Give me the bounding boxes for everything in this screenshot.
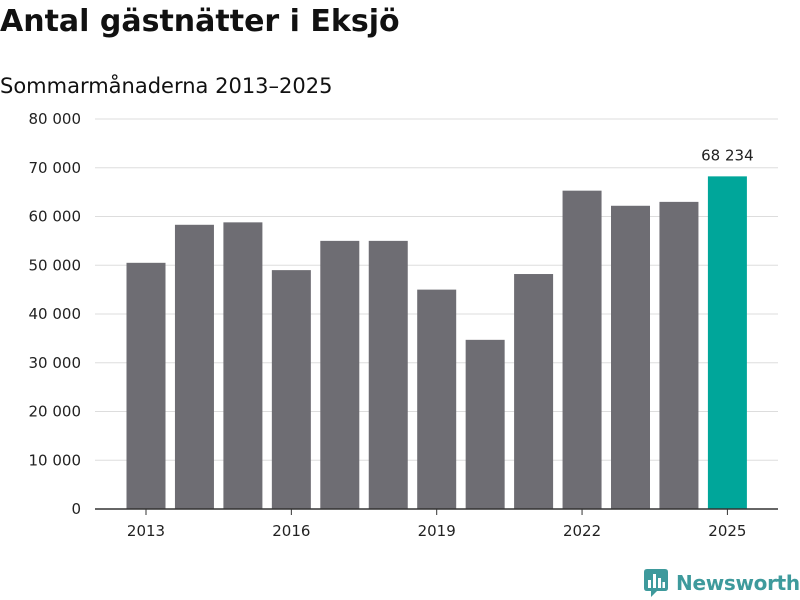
y-tick-label: 70 000 (29, 159, 82, 177)
brand-name: Newsworthy (676, 571, 800, 595)
y-axis-ticks: 0 10 000 20 000 30 000 40 000 50 000 60 000 70 … (29, 110, 82, 518)
bar-2020 (465, 339, 505, 509)
y-tick-label: 30 000 (29, 354, 82, 372)
bar-2025 (707, 176, 747, 509)
x-tick-label: 2016 (272, 522, 310, 540)
data-label-2025: 68 234 (701, 146, 754, 164)
bar-chart-icon (644, 569, 668, 597)
bar-2013 (126, 262, 166, 509)
bar-2023 (611, 205, 650, 509)
bar-2016 (271, 270, 311, 509)
bar-2022 (562, 190, 602, 509)
y-tick-label: 80 000 (29, 110, 82, 128)
bar-2021 (514, 274, 554, 509)
x-axis-ticks: 2013 2016 2019 2022 2025 (127, 509, 746, 540)
bar-2018 (368, 240, 408, 509)
chart-subtitle: Sommarmånaderna 2013–2025 (0, 74, 333, 98)
data-labels: 68 234 (701, 146, 754, 164)
bar-2017 (320, 240, 360, 509)
chart-title: Antal gästnätter i Eksjö (0, 4, 400, 39)
y-tick-label: 60 000 (29, 208, 82, 226)
x-tick-label: 2025 (708, 522, 746, 540)
y-tick-label: 40 000 (29, 305, 82, 323)
bar-2015 (223, 222, 263, 509)
bars (126, 176, 747, 509)
bar-2019 (417, 289, 457, 509)
x-tick-label: 2019 (418, 522, 456, 540)
x-tick-label: 2013 (127, 522, 165, 540)
y-tick-label: 10 000 (29, 451, 82, 469)
y-tick-label: 20 000 (29, 403, 82, 421)
y-tick-label: 50 000 (29, 256, 82, 274)
y-tick-label: 0 (71, 500, 81, 518)
x-tick-label: 2022 (563, 522, 601, 540)
bar-2014 (174, 224, 214, 509)
bar-2024 (659, 201, 699, 509)
brand-logo: Newsworthy (644, 569, 800, 597)
